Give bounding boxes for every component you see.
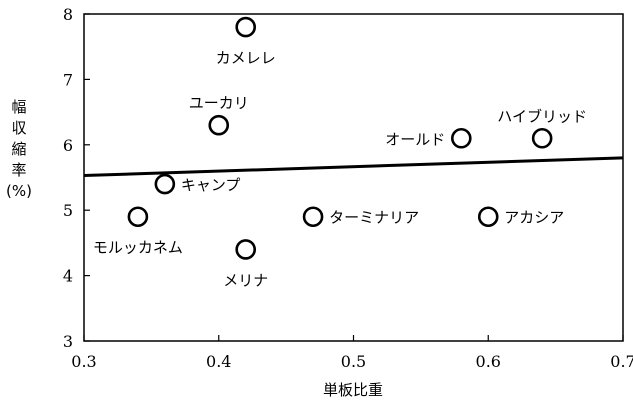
data-point	[235, 16, 256, 38]
y-axis-title-line: 率	[11, 161, 26, 179]
data-point	[450, 127, 472, 149]
y-axis-title-line: 縮	[11, 140, 26, 158]
y-axis-title-line: (%)	[6, 182, 32, 200]
data-point	[302, 206, 324, 228]
data-point	[208, 114, 230, 136]
data-point	[477, 206, 499, 228]
data-point-label: オールド	[385, 130, 445, 148]
y-tick-label: 4	[63, 267, 73, 286]
y-tick-label: 3	[63, 332, 73, 351]
data-point-label: カメレレ	[216, 49, 276, 67]
data-point-label: キャンプ	[181, 176, 241, 194]
x-tick-label: 0.3	[71, 352, 96, 371]
y-axis-ticks: 3 4 5 6 7 8	[63, 5, 90, 351]
y-tick-label: 8	[63, 5, 73, 24]
x-axis-title: 単板比重	[323, 381, 383, 399]
x-tick-label: 0.4	[206, 352, 231, 371]
x-tick-label: 0.7	[610, 352, 633, 371]
x-tick-label: 0.5	[341, 352, 366, 371]
data-point	[154, 173, 176, 195]
data-point-label: ハイブリッド	[497, 107, 587, 125]
data-point-label: アカシア	[504, 209, 564, 227]
x-tick-label: 0.6	[476, 352, 501, 371]
data-point-label: モルッカネム	[93, 239, 183, 257]
data-point-label: ターミナリア	[329, 209, 419, 227]
y-tick-label: 5	[63, 201, 73, 220]
x-axis-ticks: 0.3 0.4 0.5 0.6 0.7	[71, 335, 633, 371]
data-point	[127, 206, 149, 228]
y-axis-title-line: 収	[11, 119, 26, 137]
y-axis-title-line: 幅	[11, 98, 26, 116]
data-point-label: ユーカリ	[189, 94, 249, 112]
trend-line-group	[83, 156, 624, 178]
data-point	[235, 239, 256, 260]
y-tick-label: 7	[63, 70, 73, 89]
y-tick-label: 6	[63, 136, 73, 155]
data-points	[127, 16, 553, 260]
data-point-label: メリナ	[223, 271, 268, 289]
trend-line	[83, 156, 624, 178]
data-point	[531, 127, 553, 149]
